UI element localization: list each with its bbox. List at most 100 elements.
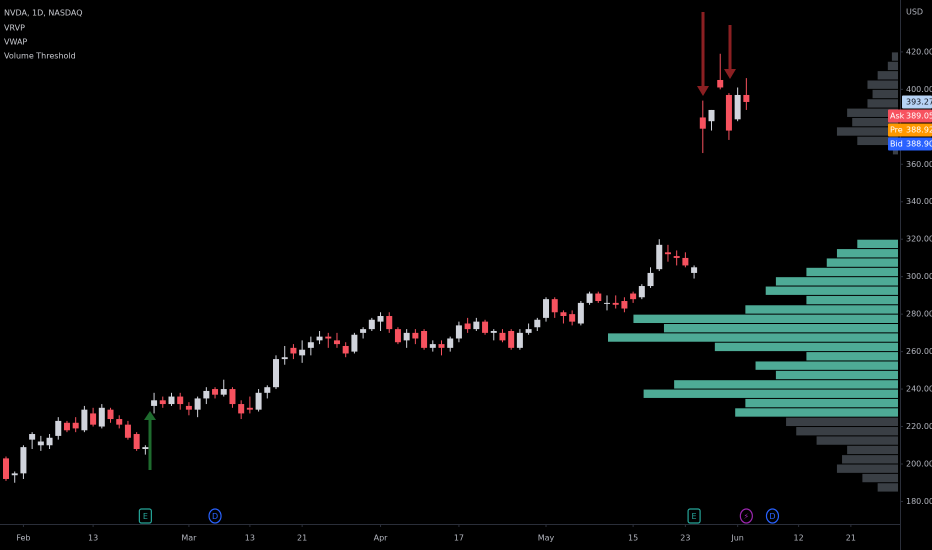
volume-bar [765, 286, 898, 295]
volume-bar [836, 249, 898, 258]
candle-body [177, 396, 184, 405]
volume-bar [891, 52, 898, 61]
candle-body [621, 301, 628, 309]
volume-bar [745, 305, 898, 314]
y-tick-label: 400.00 [906, 85, 932, 94]
x-tick-label: 23 [680, 534, 690, 543]
candle-body [473, 321, 480, 330]
volume-bar [857, 136, 898, 146]
y-tick-label: 360.00 [906, 160, 932, 169]
candle-body [238, 404, 245, 414]
volume-bar [745, 398, 898, 408]
price-tag-value: 388.90 [906, 139, 932, 148]
candle-body [377, 316, 384, 322]
candle-body [307, 342, 314, 348]
y-tick-label: 180.00 [906, 497, 932, 506]
candle-body [569, 314, 576, 322]
volume-bar [887, 61, 898, 71]
volume-bar [857, 239, 898, 249]
candle-body [577, 302, 584, 324]
candle-body [368, 319, 375, 330]
x-tick-label: 13 [88, 534, 98, 543]
price-tag-value: 388.92 [906, 125, 932, 134]
x-tick-label: Mar [181, 534, 197, 543]
candle-body [168, 396, 175, 405]
volume-profile [608, 52, 898, 492]
event-badge [138, 508, 152, 524]
candle-body [508, 330, 515, 348]
candle-body [412, 332, 419, 339]
event-badge [208, 508, 222, 524]
candles [3, 53, 750, 483]
volume-bar [862, 473, 898, 483]
candle-body [37, 441, 44, 446]
volume-bar [806, 267, 898, 277]
volume-bar [806, 352, 898, 361]
volume-bar [714, 342, 898, 352]
candle-body [455, 325, 462, 339]
candle-body [638, 286, 645, 298]
currency-label: USD [906, 8, 923, 17]
candle-body [133, 434, 140, 450]
x-tick-label: Apr [374, 534, 389, 543]
candle-body [586, 293, 593, 303]
candle-body [351, 334, 358, 352]
candle-body [229, 389, 236, 405]
candle-body [81, 409, 88, 431]
candle-body [72, 422, 79, 429]
candle-body [212, 389, 219, 395]
candle-body [264, 387, 271, 393]
price-tag [888, 123, 932, 137]
event-label: D [212, 512, 218, 521]
price-tag [888, 109, 932, 123]
volume-bar [775, 370, 898, 380]
y-tick-label: 340.00 [906, 197, 932, 206]
indicator-label: VWAP [4, 38, 27, 47]
volume-bar [872, 89, 898, 99]
candle-body [98, 407, 105, 427]
candle-body [246, 407, 253, 410]
volume-bar [836, 127, 898, 136]
candle-body [342, 345, 349, 354]
indicator-label: VRVP [4, 24, 25, 33]
candle-body [656, 244, 663, 270]
volume-bar [826, 258, 898, 267]
volume-bar [643, 389, 898, 398]
x-tick-label: Feb [16, 534, 30, 543]
event-badge [687, 508, 701, 524]
volume-bar [775, 277, 898, 286]
volume-bar [877, 483, 898, 492]
volume-bar [847, 108, 898, 117]
volume-bar [663, 324, 898, 333]
last-price-tag [902, 95, 932, 109]
candle-body [90, 413, 97, 425]
volume-bar [674, 380, 898, 389]
y-tick-label: 260.00 [906, 347, 932, 356]
candle-body [664, 252, 671, 255]
candle-body [551, 299, 558, 313]
candle-body [203, 390, 210, 399]
candle-body [11, 473, 18, 476]
candle-body [107, 409, 114, 420]
candle-body [124, 424, 131, 438]
candle-body [142, 447, 149, 450]
event-badge [765, 508, 780, 524]
candle-body [185, 405, 192, 410]
candle-body [708, 109, 715, 122]
volume-bar [633, 314, 898, 324]
event-label: D [769, 512, 775, 521]
price-tag-name: Pre [890, 125, 903, 134]
candle-body [699, 117, 706, 129]
arrow-head [697, 86, 709, 96]
candle-body [691, 267, 698, 273]
volume-bar [806, 295, 898, 305]
candle-body [499, 332, 506, 341]
candle-body [438, 344, 445, 348]
volume-bar [786, 417, 898, 427]
arrows [144, 12, 736, 470]
candle-body [151, 400, 158, 406]
x-tick-label: May [538, 534, 555, 543]
price-tag-name: Bid [890, 139, 903, 148]
